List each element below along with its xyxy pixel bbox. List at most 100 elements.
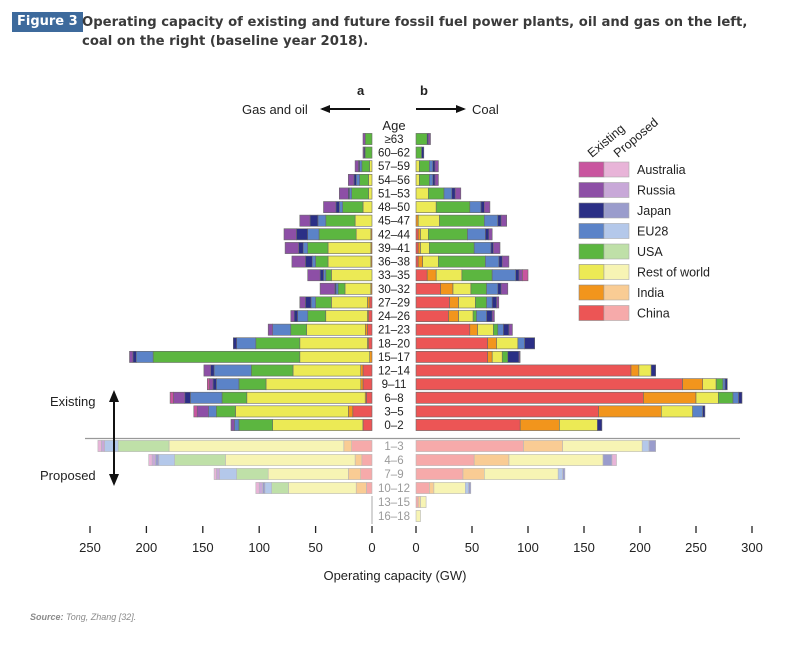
- bar-gas-oil-russia: [283, 228, 297, 241]
- legend-label-rest-of-world: Rest of world: [637, 266, 710, 280]
- bar-coal-usa: [501, 350, 509, 363]
- source-text: Tong, Zhang [32].: [63, 612, 137, 622]
- bar-gas-oil-eu28: [310, 296, 316, 309]
- bar-gas-oil-rest-of-world: [327, 242, 372, 254]
- bar-coal-japan: [451, 187, 456, 200]
- bar-gas-oil-japan: [210, 364, 215, 377]
- age-label: 42–44: [378, 229, 411, 241]
- legend-label-russia: Russia: [637, 184, 675, 198]
- bar-coal-rest-of-world: [458, 296, 476, 309]
- bar-coal-rest-of-world: [417, 214, 440, 227]
- bar-gas-oil-china: [362, 419, 373, 431]
- bar-gas-oil-eu28: [213, 364, 252, 377]
- bar-gas-oil-china: [366, 391, 373, 404]
- bar-coal-rest-of-world: [415, 160, 420, 173]
- figure-title-line-2: coal on the right (baseline year 2018).: [82, 34, 369, 49]
- bar-coal-eu28: [429, 174, 434, 186]
- legend-swatch-existing-russia: [578, 182, 605, 198]
- bar-gas-oil-usa: [325, 269, 332, 282]
- bar-gas-oil-eu28: [311, 255, 316, 268]
- bar-gas-oil-russia: [319, 282, 336, 295]
- bar-gas-oil-usa: [238, 419, 273, 431]
- bar-coal-japan: [486, 310, 493, 322]
- bar-gas-oil-japan: [335, 201, 340, 213]
- bar-coal-russia: [488, 228, 493, 241]
- legend-label-india: India: [637, 286, 664, 300]
- legend-label-eu28: EU28: [637, 225, 668, 239]
- bar-coal-rest-of-world: [483, 468, 559, 480]
- bar-gas-oil-rest-of-world: [327, 255, 372, 268]
- bar-coal-rest-of-world: [420, 496, 427, 508]
- bar-gas-oil-eu28: [219, 468, 237, 480]
- age-label: ≥63: [384, 134, 403, 146]
- bar-coal-russia: [518, 269, 523, 282]
- x-tick-label: 100: [517, 540, 539, 555]
- legend-swatch-existing-india: [578, 284, 605, 301]
- bar-gas-oil-eu28: [158, 454, 175, 466]
- legend-swatch-existing-eu28: [578, 223, 605, 239]
- bar-gas-oil-russia: [290, 310, 295, 322]
- coal-label: Coal: [472, 102, 499, 117]
- bar-coal-japan: [738, 391, 743, 404]
- bar-gas-oil-usa: [318, 228, 357, 241]
- bar-coal-india: [523, 440, 564, 452]
- bar-gas-oil-japan: [296, 228, 308, 241]
- bar-coal-rest-of-world: [660, 405, 693, 418]
- bar-gas-oil-rest-of-world: [265, 378, 362, 391]
- bar-gas-oil-china: [361, 454, 373, 466]
- gas-oil-bars: [97, 133, 373, 494]
- bar-coal-rest-of-world: [435, 269, 463, 282]
- bar-coal-eu28: [473, 242, 492, 254]
- bar-coal-japan: [491, 296, 498, 309]
- bar-gas-oil-usa: [342, 201, 364, 213]
- bar-coal-eu28: [486, 282, 499, 295]
- bar-coal-russia: [427, 133, 431, 145]
- bar-coal-usa: [415, 146, 422, 159]
- x-tick-label: 150: [573, 540, 595, 555]
- bar-gas-oil-russia: [354, 160, 359, 173]
- bar-gas-oil-rest-of-world: [362, 201, 373, 213]
- bar-coal-india: [519, 419, 560, 431]
- bar-coal-china: [415, 255, 419, 268]
- age-label: 24–26: [378, 311, 410, 323]
- bar-gas-oil-eu28: [216, 378, 240, 391]
- bar-gas-oil-japan: [262, 482, 266, 494]
- age-label: 9–11: [382, 379, 407, 391]
- bar-gas-oil-usa: [236, 468, 269, 480]
- bar-gas-oil-china: [368, 310, 373, 322]
- bar-coal-eu28: [476, 310, 487, 322]
- bar-gas-oil-russia: [299, 296, 306, 309]
- bar-gas-oil-usa: [290, 323, 307, 336]
- source-label: Source:: [30, 612, 64, 622]
- bar-gas-oil-russia: [216, 468, 221, 480]
- bar-gas-oil-eu28: [335, 282, 339, 295]
- bar-gas-oil-india: [343, 440, 352, 452]
- bar-gas-oil-eu28: [297, 310, 309, 322]
- bar-gas-oil-india: [367, 296, 371, 309]
- x-tick-label: 250: [79, 540, 101, 555]
- legend-swatch-proposed-usa: [603, 243, 630, 260]
- bar-gas-oil-rest-of-world: [354, 214, 373, 227]
- bar-coal-china: [415, 378, 683, 391]
- age-label: 27–29: [378, 297, 410, 309]
- bar-coal-india: [448, 310, 459, 322]
- bar-coal-india: [643, 391, 697, 404]
- bar-coal-india: [426, 269, 437, 282]
- bar-coal-russia: [491, 310, 495, 322]
- bar-coal-india: [598, 405, 662, 418]
- bar-gas-oil-australia: [193, 405, 198, 418]
- bar-coal-usa: [435, 201, 471, 213]
- bar-gas-oil-usa: [364, 146, 373, 159]
- bar-coal-china: [415, 337, 488, 350]
- bar-coal-china: [415, 269, 428, 282]
- legend-swatch-proposed-japan: [603, 202, 630, 219]
- bar-gas-oil-rest-of-world: [168, 440, 345, 452]
- age-label: 57–59: [378, 161, 410, 173]
- bar-coal-india: [630, 364, 640, 377]
- bar-coal-eu28: [485, 255, 500, 268]
- bar-coal-india: [682, 378, 704, 391]
- age-label: 33–35: [378, 270, 410, 282]
- age-label: 13–15: [378, 497, 410, 509]
- bar-coal-rest-of-world: [559, 419, 598, 431]
- bar-coal-india: [417, 255, 424, 268]
